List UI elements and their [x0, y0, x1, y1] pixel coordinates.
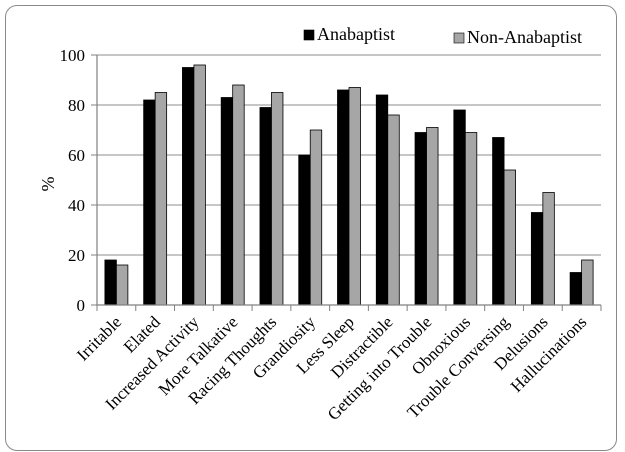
bar-non-anabaptist	[232, 84, 245, 306]
y-tick-label: 100	[60, 46, 86, 65]
bar-anabaptist	[414, 132, 427, 306]
y-tick-label: 0	[77, 296, 86, 315]
legend-label: Non-Anabaptist	[467, 27, 582, 47]
bar-anabaptist	[220, 97, 234, 306]
axes	[91, 54, 602, 311]
bar-non-anabaptist	[193, 64, 206, 306]
legend-swatch	[303, 29, 315, 41]
bar-anabaptist	[143, 99, 156, 306]
bar-anabaptist	[375, 94, 389, 306]
y-tick-label: 40	[68, 196, 85, 215]
x-tick-label: Irritable	[73, 312, 125, 364]
bar-non-anabaptist	[309, 129, 323, 306]
bar-non-anabaptist	[115, 264, 129, 306]
bar-non-anabaptist	[154, 92, 168, 306]
bar-non-anabaptist	[348, 87, 361, 306]
y-tick-label: 80	[68, 96, 85, 115]
bar-anabaptist	[298, 154, 311, 306]
y-axis-label: %	[38, 177, 58, 192]
legend-swatch	[453, 32, 465, 44]
bar-anabaptist	[182, 67, 195, 306]
bar-non-anabaptist	[387, 114, 400, 306]
bars	[104, 64, 594, 306]
legend-label: Anabaptist	[317, 24, 395, 44]
bar-non-anabaptist	[542, 192, 555, 306]
bar-anabaptist	[569, 272, 583, 306]
bar-non-anabaptist	[503, 169, 516, 306]
bar-non-anabaptist	[581, 259, 594, 306]
bar-non-anabaptist	[426, 127, 439, 306]
bar-anabaptist	[492, 137, 505, 306]
bar-non-anabaptist	[271, 92, 284, 306]
bar-anabaptist	[337, 89, 350, 306]
bar-anabaptist	[259, 107, 272, 306]
y-tick-label: 60	[68, 146, 85, 165]
bar-non-anabaptist	[464, 132, 478, 306]
chart-frame: 0 20 40 60 80 100 Irritable Elated Increased Act…	[5, 5, 617, 451]
bar-anabaptist	[530, 212, 544, 306]
bar-anabaptist	[104, 259, 117, 306]
y-tick-label: 20	[68, 246, 85, 265]
bar-anabaptist	[453, 109, 466, 306]
legend: Anabaptist Non-Anabaptist	[303, 24, 582, 47]
